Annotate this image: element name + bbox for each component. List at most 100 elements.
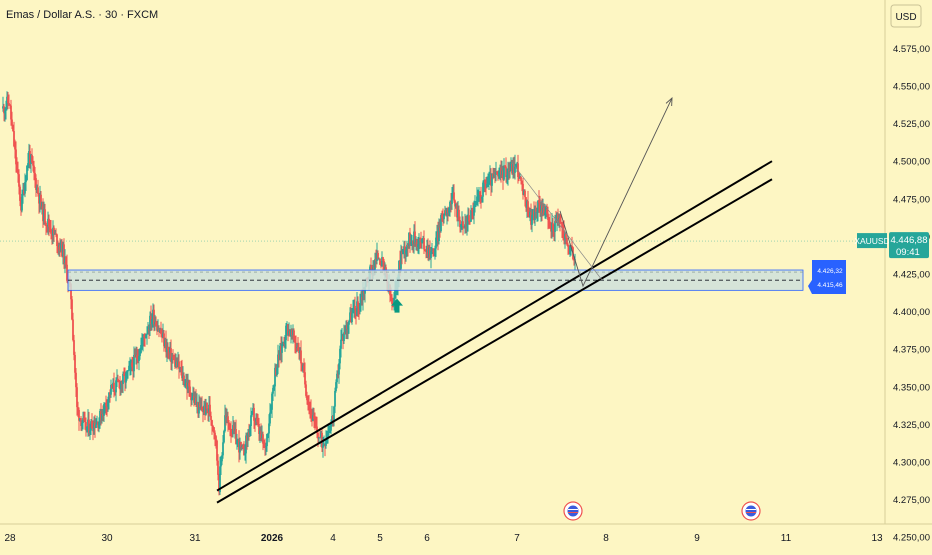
- candle-body: [455, 204, 457, 207]
- candle-body: [149, 315, 151, 331]
- candle-body: [106, 405, 108, 407]
- candle-body: [72, 319, 74, 341]
- candle-body: [565, 233, 567, 238]
- candle-body: [137, 358, 139, 362]
- trend-channel-lower[interactable]: [216, 178, 773, 504]
- candle-body: [230, 429, 232, 434]
- candle-body: [11, 119, 13, 126]
- candle-body: [222, 442, 224, 456]
- candle-body: [523, 190, 525, 195]
- time-tick-label: 13: [871, 533, 883, 544]
- candle-body: [355, 309, 357, 316]
- candle-body: [233, 425, 235, 431]
- candle-body: [92, 428, 94, 432]
- candle-body: [313, 415, 315, 420]
- candle-body: [133, 354, 135, 372]
- candle-body: [8, 102, 10, 105]
- candle-body: [400, 251, 402, 269]
- candle-body: [2, 106, 4, 109]
- candle-body: [510, 163, 512, 171]
- candle-body: [434, 248, 436, 257]
- candle-body: [393, 298, 395, 305]
- candle-body: [428, 247, 430, 257]
- candle-body: [531, 214, 533, 225]
- candle-body: [211, 420, 213, 426]
- zone-price-label-box[interactable]: [808, 260, 846, 295]
- candle-body: [380, 264, 382, 267]
- candle-body: [252, 407, 254, 412]
- candle-body: [362, 290, 364, 301]
- candle-body: [561, 223, 563, 228]
- candle-body: [134, 354, 136, 357]
- candle-body: [105, 402, 107, 406]
- trend-channel-upper[interactable]: [216, 160, 773, 492]
- candle-body: [196, 401, 198, 405]
- price-tick-label: 4.325,00: [893, 420, 930, 431]
- candle-body: [473, 205, 475, 216]
- candle-body: [426, 246, 428, 253]
- candle-body: [556, 213, 558, 223]
- time-tick-label: 9: [694, 533, 700, 544]
- candle-body: [475, 202, 477, 204]
- candle-body: [332, 416, 334, 421]
- candle-body: [31, 154, 33, 163]
- candle-body: [290, 329, 292, 337]
- candle-body: [292, 330, 294, 335]
- candle-body: [140, 345, 142, 353]
- candle-body: [370, 266, 372, 268]
- flag-icon: [567, 505, 579, 517]
- candle-body: [341, 336, 343, 340]
- candle-body: [545, 209, 547, 213]
- currency-button[interactable]: [890, 4, 922, 28]
- candle-body: [417, 244, 419, 248]
- candle-body: [498, 171, 500, 177]
- candle-body: [409, 232, 411, 244]
- candle-body: [264, 444, 266, 447]
- candle-body: [382, 257, 384, 261]
- candle-body: [513, 163, 515, 173]
- candle-body: [242, 445, 244, 449]
- candle-body: [47, 218, 49, 227]
- candle-body: [314, 419, 316, 426]
- candle-body: [354, 305, 356, 310]
- candle-body: [489, 174, 491, 177]
- candle-body: [449, 201, 451, 208]
- candle-body: [514, 165, 516, 173]
- candle-body: [502, 170, 504, 180]
- candle-body: [54, 233, 56, 235]
- candle-body: [194, 397, 196, 403]
- candle-body: [208, 404, 210, 412]
- candle-body: [80, 418, 82, 427]
- time-tick-label: 31: [189, 533, 201, 544]
- candle-body: [460, 224, 462, 228]
- resistance-line[interactable]: [511, 162, 603, 281]
- candle-body: [281, 344, 283, 353]
- candle-body: [433, 251, 435, 257]
- candle-body: [53, 227, 55, 235]
- time-tick-label: 7: [514, 533, 520, 544]
- candle-body: [280, 345, 282, 353]
- candle-body: [288, 331, 290, 335]
- candle-body: [477, 195, 479, 197]
- candle-body: [239, 441, 241, 453]
- candle-body: [567, 244, 569, 247]
- candle-body: [136, 355, 138, 359]
- projection-path[interactable]: [559, 97, 673, 288]
- candle-body: [209, 404, 211, 416]
- candle-body: [334, 391, 336, 407]
- candle-body: [379, 258, 381, 265]
- candle-body: [10, 105, 12, 120]
- candle-body: [501, 170, 503, 175]
- candle-body: [408, 232, 410, 247]
- price-tick-label: 4.275,00: [893, 495, 930, 506]
- candle-body: [7, 96, 9, 103]
- candle-body: [183, 375, 185, 385]
- candle-body: [64, 256, 66, 263]
- candle-body: [144, 336, 146, 339]
- candle-body: [49, 226, 51, 229]
- candle-body: [405, 250, 407, 254]
- candle-body: [302, 365, 304, 371]
- candle-body: [521, 180, 523, 184]
- candle-body: [175, 361, 177, 367]
